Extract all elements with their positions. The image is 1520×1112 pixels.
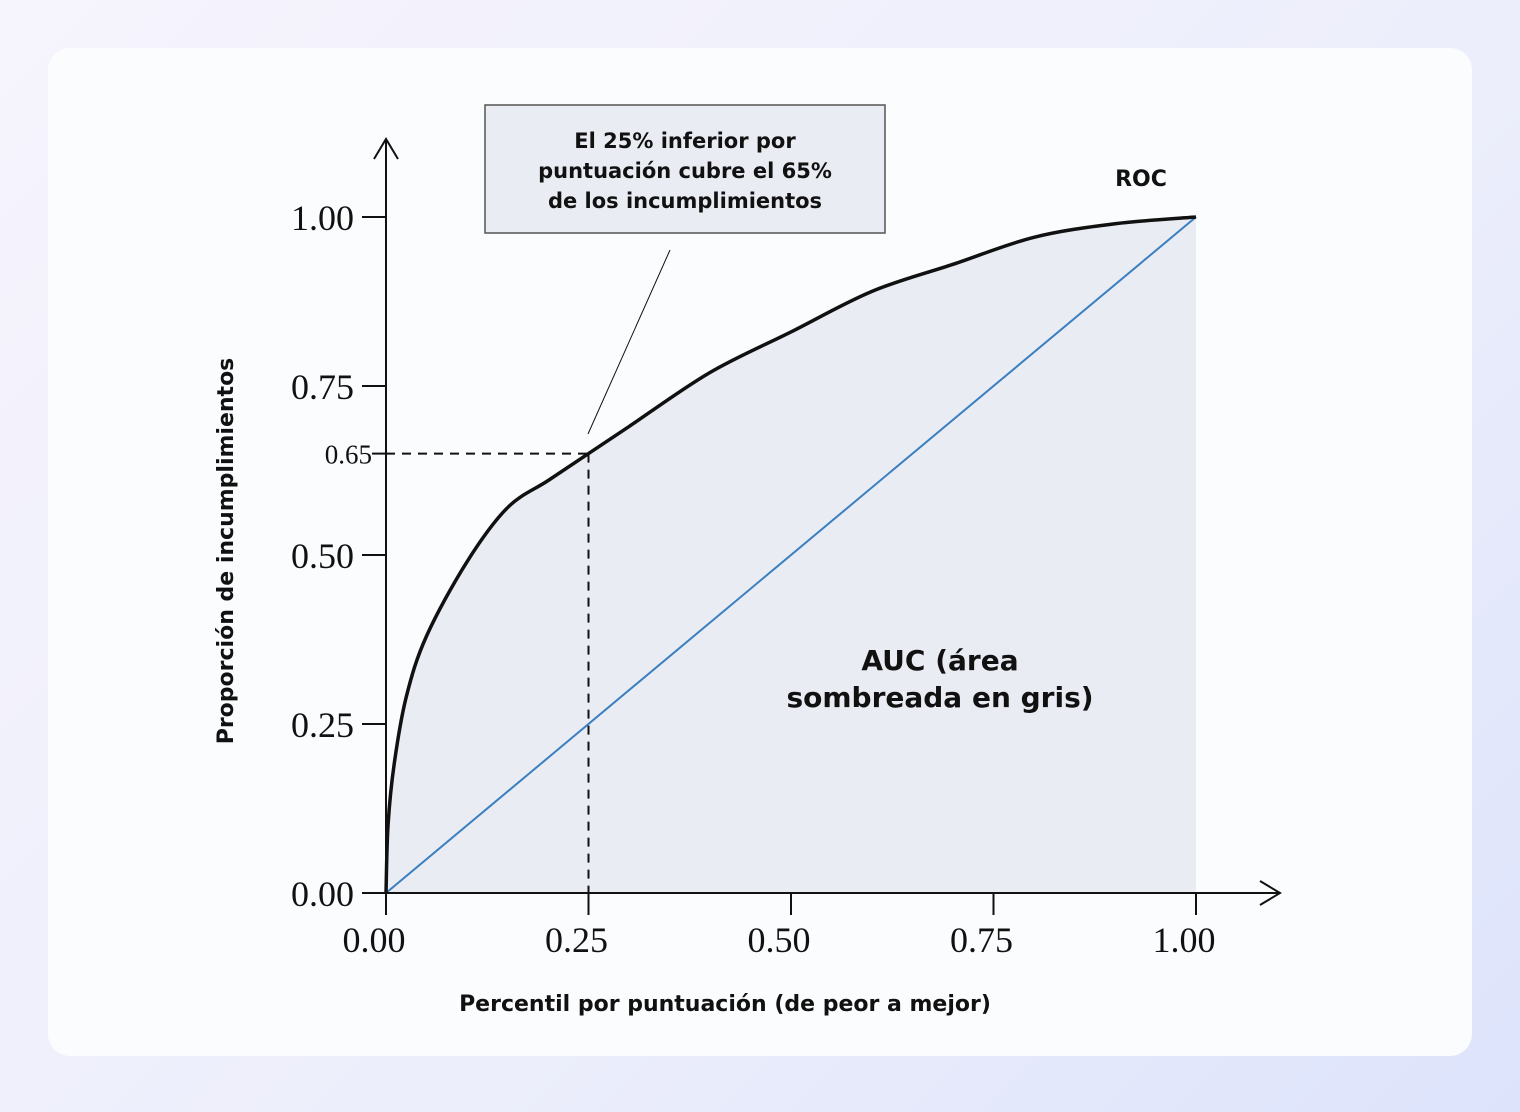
y-axis-arrowhead [373,137,399,160]
y-tick-label: 0.75 [291,367,354,407]
x-tick-label: 1.00 [1153,920,1216,960]
auc-label-line-2: sombreada en gris) [786,681,1093,714]
callout-box [484,104,886,234]
y-tick-label-065: 0.65 [325,440,372,470]
x-tick-label: 0.75 [950,920,1013,960]
x-axis-title: Percentil por puntuación (de peor a mejo… [459,992,991,1017]
y-tick-label: 0.50 [291,536,354,576]
callout-pointer [587,249,671,435]
diagonal-line [385,216,1197,894]
roc-label: ROC [1115,167,1167,192]
x-axis-arrowhead [1259,880,1282,906]
callout: El 25% inferior por puntuación cubre el … [484,104,886,435]
y-tick-label: 0.00 [291,874,354,914]
callout-line-1: El 25% inferior por [574,129,796,153]
callout-line-2: puntuación cubre el 65% [538,159,832,183]
auc-label-line-1: AUC (área [861,644,1018,677]
callout-line-3: de los incumplimientos [548,189,822,213]
roc-curve [384,215,1197,894]
y-tick-label: 0.25 [291,705,354,745]
axes [373,137,1282,906]
x-tick-label: 0.25 [545,920,608,960]
y-tick-label: 1.00 [291,198,354,238]
y-axis-title: Proporción de incumplimientos [214,358,239,745]
x-tick-label: 0.50 [748,920,811,960]
x-tick-label: 0.00 [343,920,406,960]
